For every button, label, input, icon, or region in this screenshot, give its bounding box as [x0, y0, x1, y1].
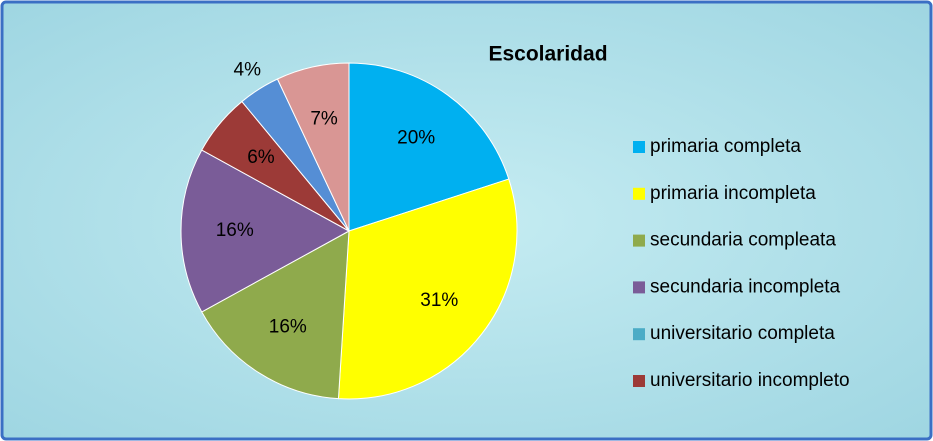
- data-label: 6%: [247, 147, 275, 168]
- pie-slice: [201, 230, 350, 400]
- data-label: 20%: [397, 128, 435, 149]
- pie: 20% 31% 16% 16% 6% 4% 7%: [180, 60, 518, 400]
- legend-swatch: [633, 328, 645, 341]
- legend-label: primaria completa: [650, 136, 801, 157]
- pie-slice: [276, 62, 350, 232]
- pie-slice: [337, 178, 518, 400]
- legend-swatch: [633, 281, 645, 294]
- legend-label: primaria incompleta: [650, 183, 816, 204]
- legend-swatch: [633, 234, 645, 247]
- pie-slice: [180, 149, 351, 313]
- legend-swatch: [633, 141, 645, 153]
- data-label: 16%: [269, 316, 307, 337]
- legend-label: secundaria incompleta: [650, 276, 841, 297]
- legend-swatch: [633, 187, 645, 200]
- legend-label: universitario completa: [650, 323, 835, 344]
- data-label: 16%: [216, 220, 254, 241]
- legend: primaria completa primaria incompleta secu…: [633, 136, 850, 391]
- data-label: 7%: [310, 109, 338, 130]
- legend-swatch: [633, 375, 645, 387]
- legend-label: secundaria compleata: [650, 230, 836, 251]
- data-label: 4%: [234, 60, 262, 81]
- data-label: 31%: [420, 290, 458, 311]
- chart-title: Escolaridad: [488, 43, 607, 66]
- pie-slice: [348, 62, 510, 232]
- legend-label: universitario incompleto: [650, 370, 850, 391]
